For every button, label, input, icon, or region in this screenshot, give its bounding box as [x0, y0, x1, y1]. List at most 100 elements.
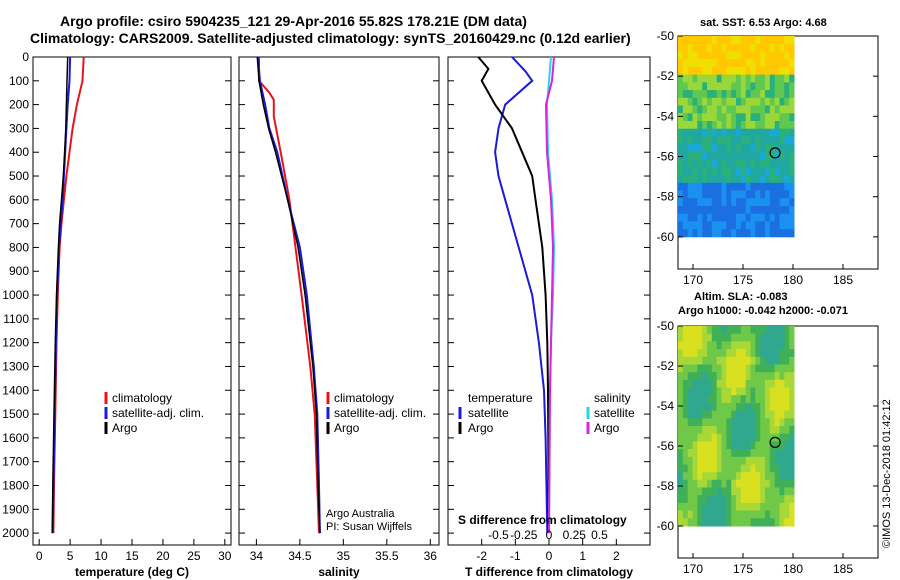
map-cell — [687, 326, 693, 335]
map-cell — [779, 372, 785, 381]
map-cell — [769, 326, 776, 335]
map-cell — [755, 449, 761, 458]
map-cell — [721, 105, 727, 114]
map-cell — [707, 136, 713, 145]
map-cell — [779, 333, 785, 342]
map-cell — [702, 410, 708, 419]
map-cell — [755, 495, 761, 504]
map-cell — [760, 43, 766, 52]
map-cell — [721, 426, 727, 435]
y-tick-label: 1300 — [2, 359, 29, 373]
map-cell — [682, 326, 689, 335]
map-cell — [750, 144, 756, 153]
x-tick-label: 25 — [187, 549, 201, 563]
map-cell — [707, 82, 713, 91]
map-cell — [769, 456, 776, 465]
salinity-legend: climatology satellite-adj. clim. Argo Ar… — [326, 391, 426, 533]
map-cell — [687, 190, 693, 199]
map-cell — [687, 59, 693, 68]
map-cell — [765, 182, 771, 191]
map-cell — [765, 418, 771, 427]
map-cell — [687, 464, 693, 473]
map-cell — [745, 387, 751, 396]
map-cell — [745, 364, 751, 373]
map-cell — [760, 426, 766, 435]
map-cell — [678, 144, 684, 153]
map-cell — [755, 418, 761, 427]
map-cell — [697, 128, 703, 137]
map-cell — [740, 410, 747, 419]
map-cell — [774, 372, 780, 381]
map-cell — [702, 372, 708, 381]
map-cell — [702, 36, 708, 45]
map-cell — [740, 190, 747, 199]
map-cell — [736, 221, 742, 230]
map-cell — [750, 43, 756, 52]
map-cell — [774, 229, 780, 238]
map-cell — [774, 82, 780, 91]
map-cell — [750, 59, 756, 68]
map-cell — [687, 364, 693, 373]
map-cell — [702, 464, 708, 473]
map-y-tick-label: -58 — [657, 190, 675, 204]
map-cell — [711, 472, 718, 481]
map-cell — [716, 66, 722, 76]
map-cell — [784, 66, 790, 76]
map-cell — [692, 51, 698, 60]
map-cell — [692, 495, 698, 504]
map-cell — [789, 66, 795, 76]
map-cell — [692, 121, 698, 130]
map-cell — [789, 464, 795, 473]
map-cell — [779, 167, 785, 176]
map-cell — [697, 97, 703, 106]
map-cell — [726, 175, 732, 184]
series-argo-line — [51, 56, 69, 534]
map-cell — [784, 372, 790, 381]
map-y-tick-label: -54 — [657, 399, 675, 413]
map-cell — [682, 510, 689, 519]
map-cell — [682, 82, 689, 91]
map-cell — [707, 426, 713, 435]
map-cell — [707, 167, 713, 176]
map-cell — [736, 502, 742, 512]
map-cell — [784, 433, 790, 442]
map-cell — [678, 364, 684, 373]
map-cell — [716, 213, 722, 222]
map-cell — [731, 487, 737, 496]
map-cell — [682, 426, 689, 435]
map-cell — [784, 36, 790, 45]
map-cell — [745, 121, 751, 130]
map-cell — [711, 167, 718, 176]
map-cell — [774, 136, 780, 145]
map-cell — [678, 402, 684, 412]
map-cell — [765, 449, 771, 458]
map-cell — [721, 395, 727, 404]
salinity-panel: 34 34.5 35 35.5 36 salinity — [238, 56, 440, 579]
map-cell — [736, 190, 742, 199]
map-cell — [745, 487, 751, 496]
map-cell — [678, 113, 684, 122]
map-cell — [755, 144, 761, 153]
map-cell — [750, 82, 756, 91]
map-cell — [707, 395, 713, 404]
map-cell — [740, 151, 747, 161]
map-y-tick-label: -60 — [657, 519, 675, 533]
map-cell — [726, 167, 732, 176]
map-cell — [779, 221, 785, 230]
temperature-legend: climatology satellite-adj. clim. Argo — [104, 391, 204, 435]
map-y-tick-label: -52 — [657, 69, 675, 83]
map-cell — [769, 221, 776, 230]
map-cell — [697, 175, 703, 184]
map-cell — [726, 90, 732, 99]
map-cell — [731, 456, 737, 465]
map-cell — [736, 426, 742, 435]
map-cell — [765, 495, 771, 504]
map-cell — [707, 356, 713, 365]
map-cell — [784, 518, 790, 527]
map-cell — [702, 379, 708, 388]
map-cell — [697, 43, 703, 52]
map-cell — [692, 326, 698, 335]
map-cell — [779, 97, 785, 106]
map-cell — [716, 410, 722, 419]
map-cell — [774, 113, 780, 122]
